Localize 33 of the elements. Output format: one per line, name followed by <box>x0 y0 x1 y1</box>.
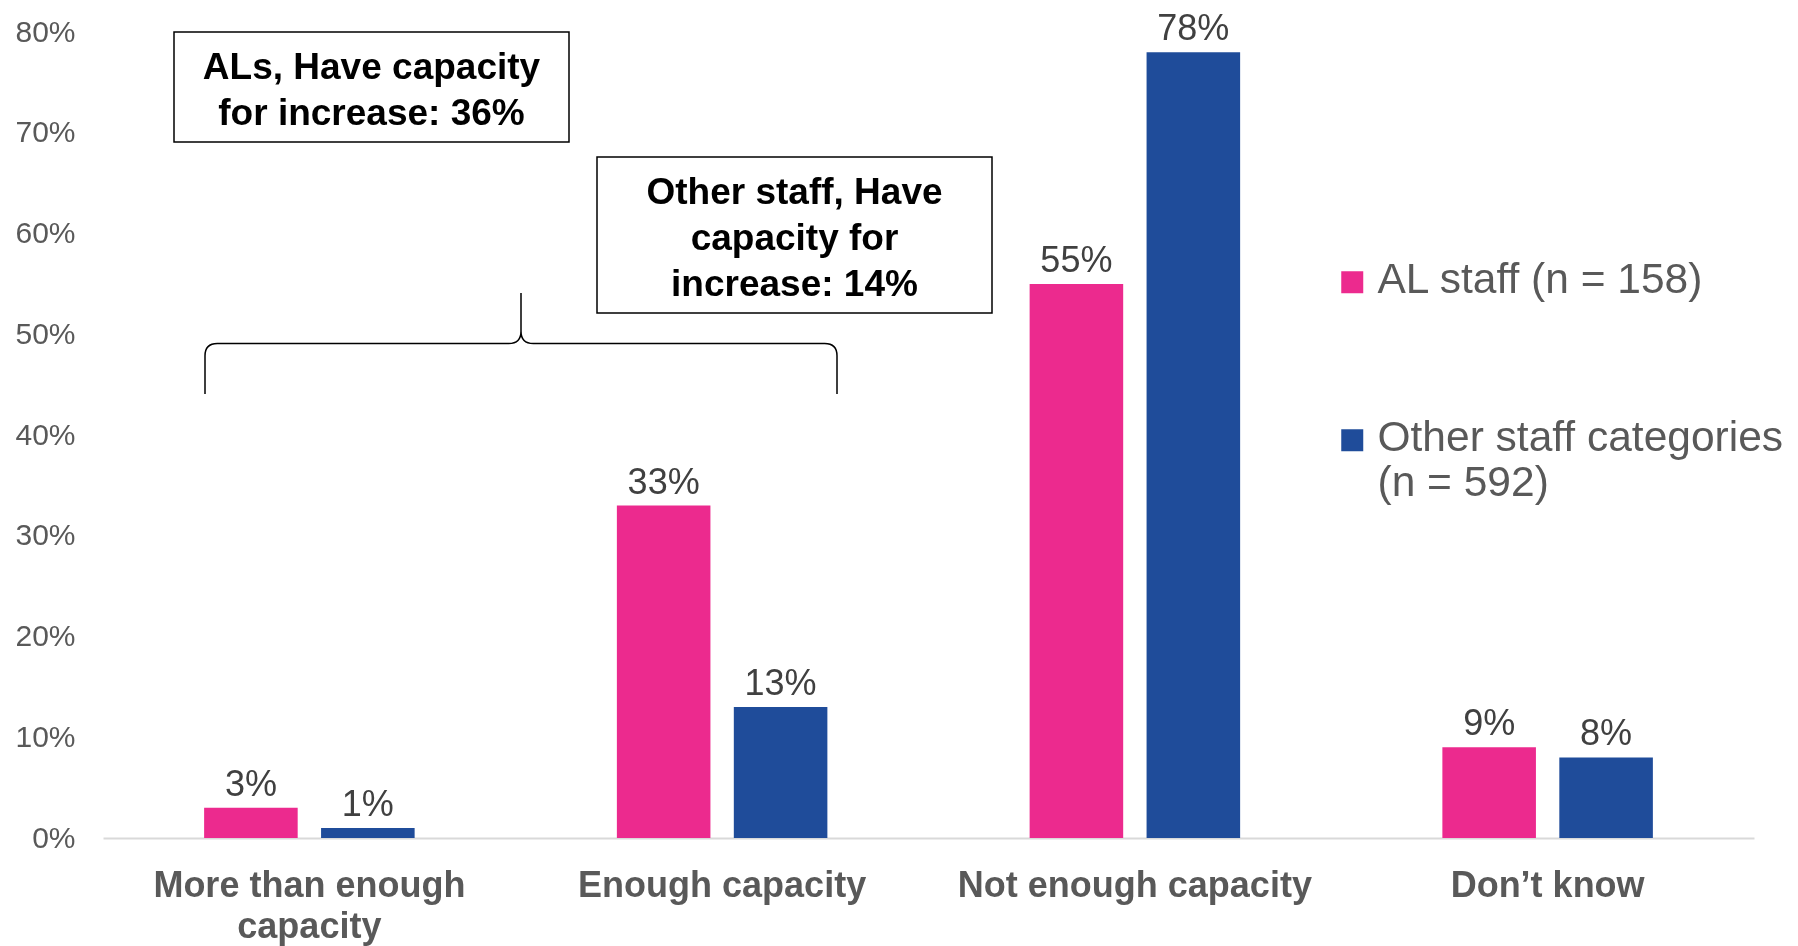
x-tick-label: Enough capacity <box>578 863 867 905</box>
y-tick-label: 50% <box>15 316 76 350</box>
data-label: 8% <box>1580 712 1633 754</box>
x-tick-label: Don’t know <box>1450 863 1646 905</box>
y-tick-label: 70% <box>15 115 76 149</box>
y-tick-label: 60% <box>15 216 76 249</box>
data-label: 1% <box>341 782 394 824</box>
bar <box>616 505 711 838</box>
x-tick-label: More than enough capacity <box>153 863 466 946</box>
data-label: 9% <box>1463 702 1516 744</box>
legend-label: AL staff (n = 158) <box>1377 255 1703 303</box>
bar <box>1146 52 1241 838</box>
data-label: 78% <box>1157 7 1230 49</box>
bar <box>1442 747 1536 838</box>
y-tick-label: 20% <box>15 619 76 652</box>
data-label: 13% <box>744 662 817 704</box>
y-tick-label: 80% <box>15 14 76 48</box>
bar <box>321 827 415 838</box>
data-label: 55% <box>1040 238 1113 280</box>
annotation: ALs, Have capacity for increase: 36% <box>202 46 541 133</box>
x-tick-label: Not enough capacity <box>957 863 1312 905</box>
legend-label: Other staff categories (n = 592) <box>1377 413 1784 505</box>
bar <box>204 807 298 838</box>
y-tick-label: 30% <box>15 518 76 552</box>
bar <box>1029 283 1124 838</box>
bar <box>733 707 828 838</box>
y-tick-label: 40% <box>15 417 76 451</box>
data-label: 3% <box>224 762 277 804</box>
bar <box>1559 757 1653 838</box>
y-tick-label: 0% <box>32 820 76 854</box>
annotation: Other staff, Have capacity for increase: 14% <box>646 171 943 304</box>
y-tick-label: 10% <box>15 719 76 753</box>
data-label: 33% <box>627 460 700 502</box>
